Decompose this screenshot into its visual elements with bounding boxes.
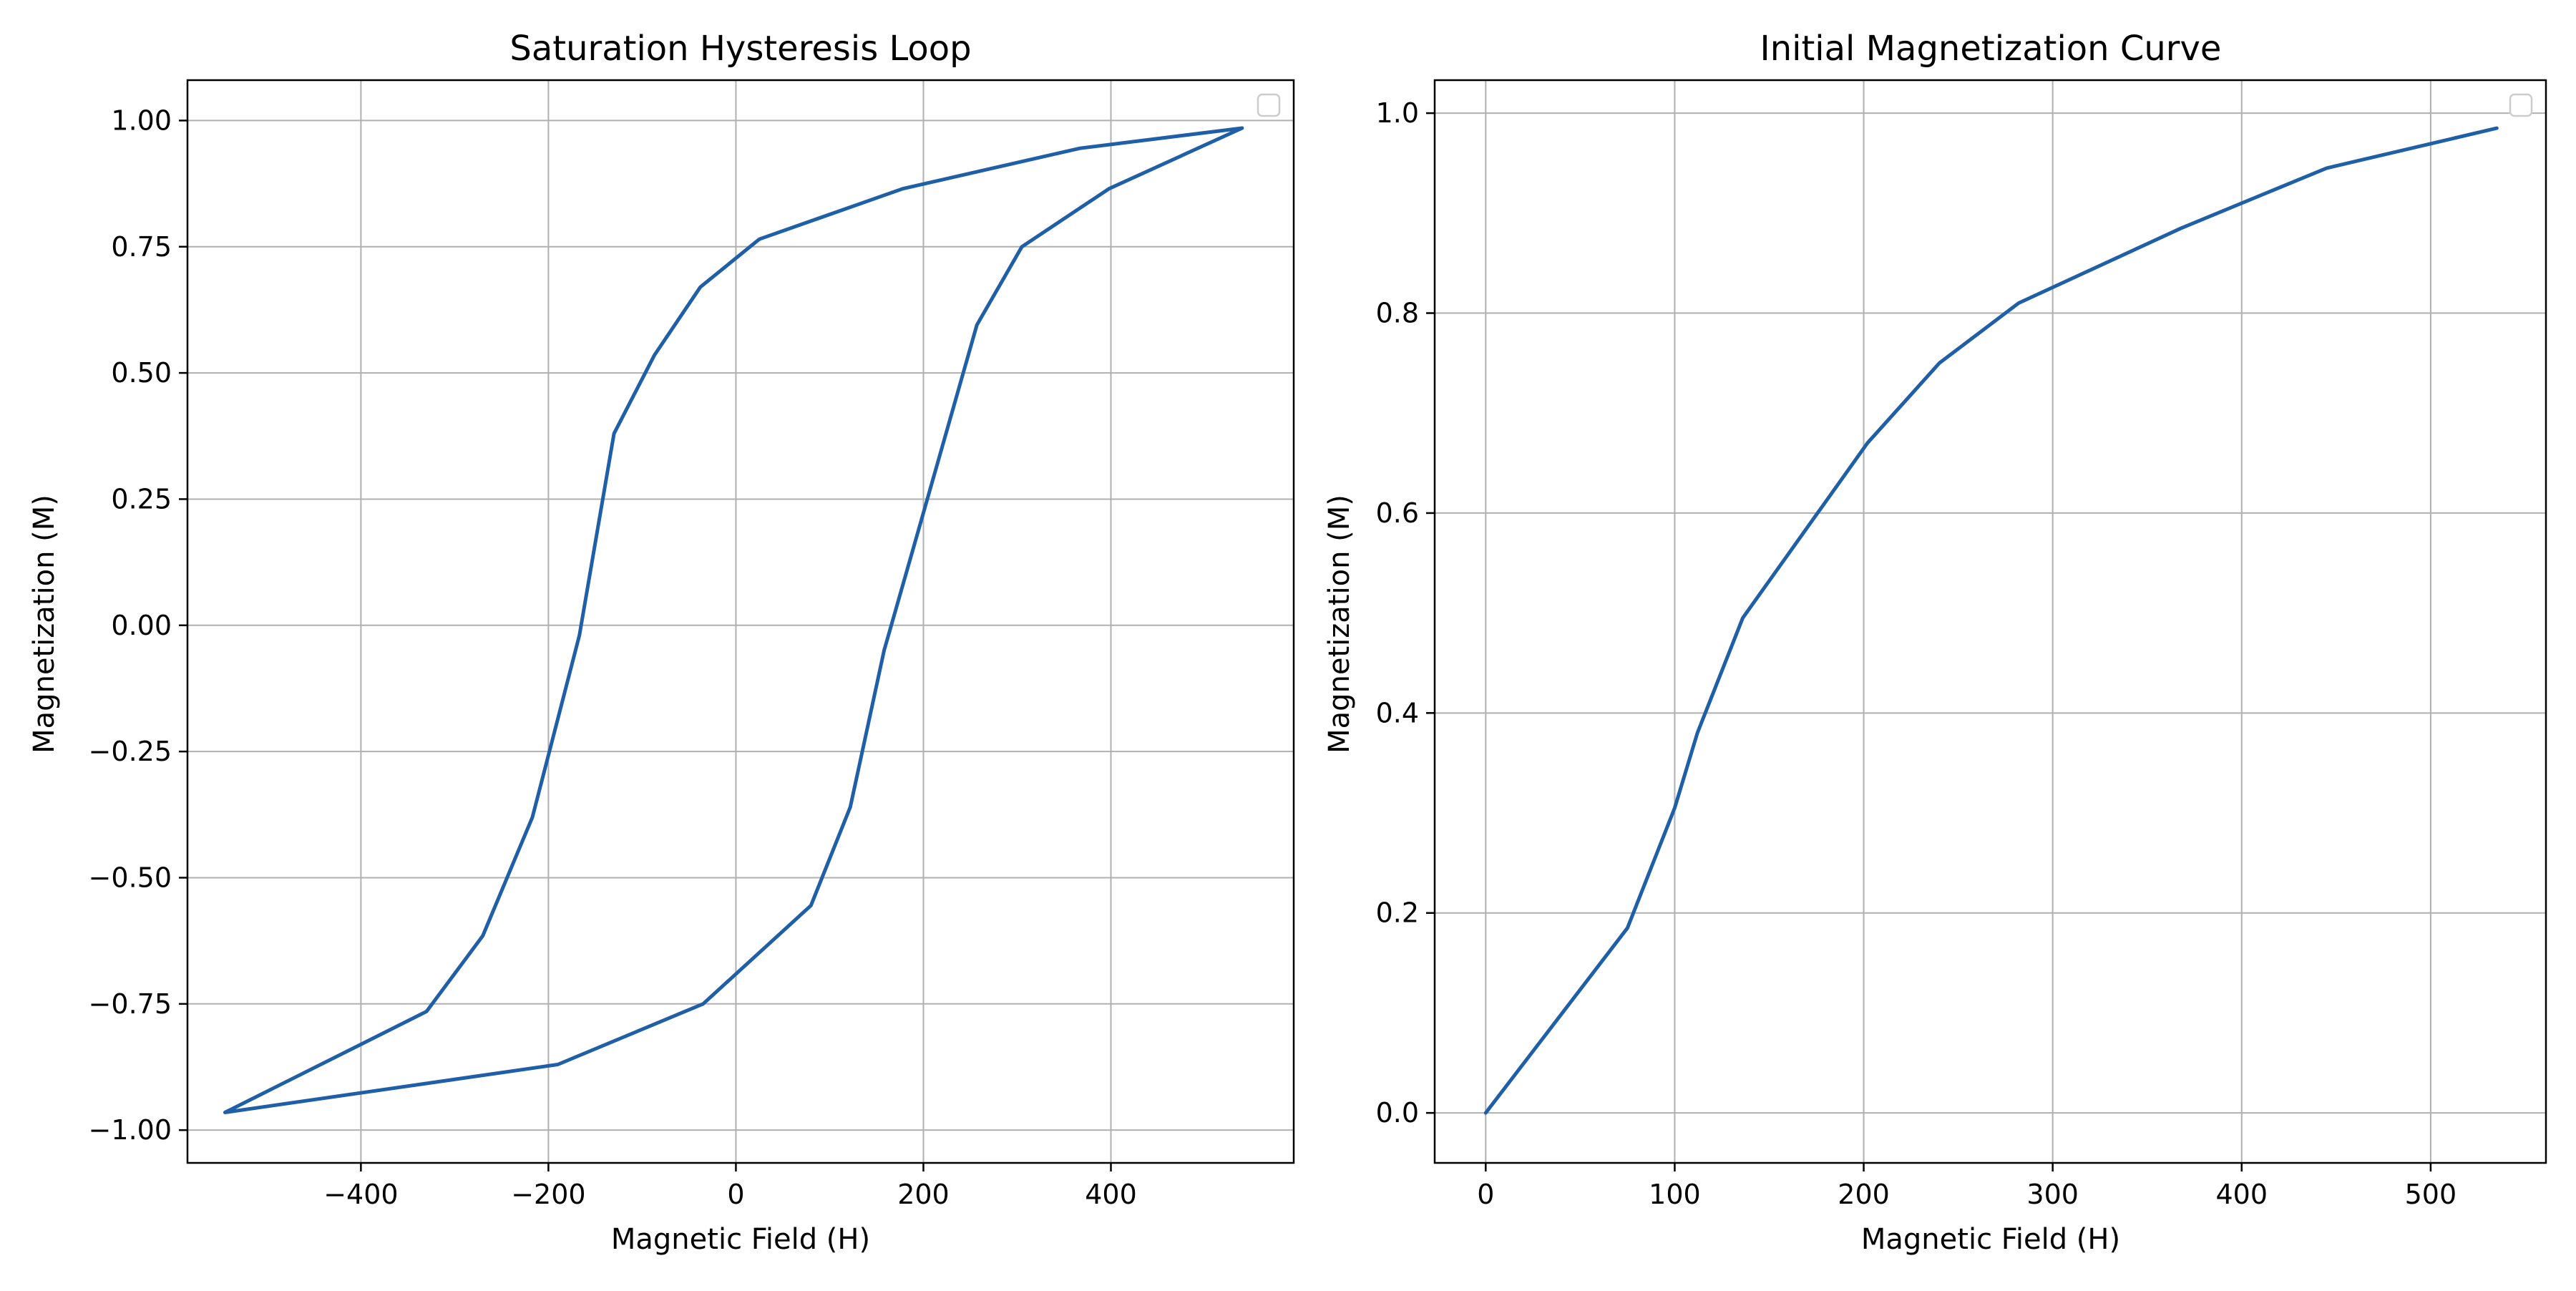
y-tick-label: 0.75 [111, 231, 172, 263]
y-tick-label: 1.00 [111, 104, 172, 136]
x-tick-label: −400 [323, 1179, 398, 1210]
y-tick-label: 0.6 [1376, 497, 1419, 529]
x-tick-label: −200 [511, 1179, 585, 1210]
y-tick-label: −0.25 [89, 736, 172, 767]
legend-box [1257, 93, 1281, 117]
y-tick-label: 0.25 [111, 483, 172, 515]
chart-title: Saturation Hysteresis Loop [509, 29, 971, 69]
hysteresis-loop-chart: Saturation Hysteresis Loop Magnetic Fiel… [28, 29, 1295, 1256]
x-axis-label: Magnetic Field (H) [611, 1223, 870, 1256]
initial-magnetization-chart: Initial Magnetization Curve Magnetic Fie… [1323, 29, 2547, 1256]
y-tick-label: −0.50 [89, 862, 172, 893]
y-tick-label: 0.0 [1376, 1097, 1419, 1129]
y-tick-label: 0.50 [111, 357, 172, 389]
y-tick-label: 0.8 [1376, 298, 1419, 329]
y-tick-label: 0.00 [111, 610, 172, 641]
x-tick-label: 100 [1649, 1179, 1701, 1210]
data-series-line [1483, 126, 2499, 1115]
x-axis-label: Magnetic Field (H) [1861, 1223, 2120, 1256]
x-tick-label: 400 [2216, 1179, 2268, 1210]
y-tick-label: −1.00 [89, 1114, 172, 1146]
legend-box [2509, 93, 2533, 117]
y-tick-label: 0.2 [1376, 897, 1419, 929]
x-tick-label: 500 [2405, 1179, 2457, 1210]
x-tick-label: 200 [897, 1179, 950, 1210]
x-tick-label: 200 [1838, 1179, 1890, 1210]
x-tick-label: 0 [1477, 1179, 1494, 1210]
y-tick-label: −0.75 [89, 988, 172, 1020]
y-tick-label: 0.4 [1376, 697, 1419, 729]
data-series-line [223, 126, 1244, 1114]
y-axis-label: Magnetization (M) [28, 495, 61, 754]
x-tick-label: 0 [727, 1179, 744, 1210]
x-tick-label: 400 [1085, 1179, 1137, 1210]
plot-frame [186, 79, 1295, 1164]
y-tick-label: 1.0 [1376, 97, 1419, 129]
x-tick-label: 300 [2026, 1179, 2079, 1210]
y-axis-label: Magnetization (M) [1323, 495, 1356, 754]
plot-frame [1433, 79, 2547, 1164]
chart-title: Initial Magnetization Curve [1760, 29, 2222, 69]
